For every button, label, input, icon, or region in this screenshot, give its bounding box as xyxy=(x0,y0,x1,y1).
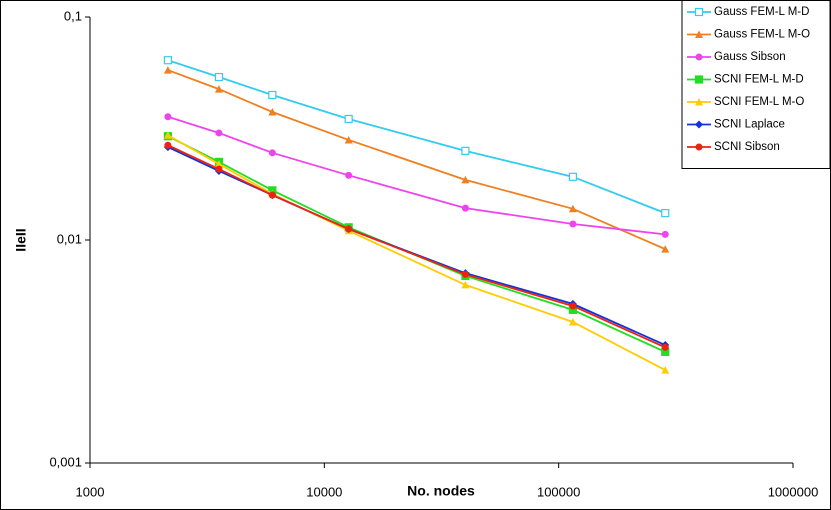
marker xyxy=(344,135,353,144)
legend-label: Gauss FEM-L M-D xyxy=(714,6,809,18)
marker xyxy=(695,143,703,151)
legend-label: SCNI Laplace xyxy=(714,119,785,131)
marker xyxy=(215,129,223,137)
marker xyxy=(695,53,703,61)
legend: Gauss FEM-L M-D Gauss FEM-L M-O Gauss Sibs… xyxy=(687,6,810,153)
y-axis-label: IIeII xyxy=(13,228,29,251)
marker xyxy=(569,220,577,228)
marker xyxy=(661,245,670,253)
marker xyxy=(461,146,470,155)
legend-label: Gauss FEM-L M-O xyxy=(714,29,810,41)
marker xyxy=(215,165,223,173)
marker xyxy=(694,7,704,17)
marker xyxy=(661,343,669,351)
marker xyxy=(268,90,277,100)
legend-label: Gauss Sibson xyxy=(714,51,786,63)
marker xyxy=(568,317,577,326)
marker xyxy=(345,171,353,179)
marker xyxy=(461,204,469,212)
legend-label: SCNI FEM-L M-O xyxy=(714,96,804,108)
marker xyxy=(461,280,470,289)
marker xyxy=(214,85,223,93)
marker xyxy=(695,120,703,129)
marker xyxy=(164,113,172,121)
marker xyxy=(695,30,703,38)
marker xyxy=(694,75,704,84)
legend-label: SCNI FEM-L M-D xyxy=(714,74,804,86)
legend-label: SCNI Sibson xyxy=(714,141,780,153)
marker xyxy=(164,141,172,149)
marker xyxy=(661,209,670,218)
x-tick-label: 1000000 xyxy=(768,484,819,499)
marker xyxy=(568,172,577,181)
marker xyxy=(268,191,276,199)
marker xyxy=(163,66,172,74)
marker xyxy=(163,131,172,139)
marker xyxy=(695,98,703,106)
marker xyxy=(461,270,469,278)
y-tick-label: 0,1 xyxy=(64,8,82,23)
x-axis-label: No. nodes xyxy=(407,483,475,499)
marker xyxy=(344,114,353,124)
x-tick-label: 10000 xyxy=(306,484,342,499)
x-tick-label: 100000 xyxy=(537,484,580,499)
marker xyxy=(461,175,470,184)
marker xyxy=(268,149,276,157)
x-tick-label: 1000 xyxy=(76,484,105,499)
y-tick-label: 0,001 xyxy=(49,454,82,469)
y-tick-label: 0,01 xyxy=(57,231,82,246)
marker xyxy=(661,366,670,374)
marker xyxy=(345,225,353,233)
marker xyxy=(661,230,669,238)
legend-box xyxy=(681,0,831,169)
marker xyxy=(214,72,224,82)
marker xyxy=(163,56,173,65)
marker xyxy=(568,204,577,213)
marker xyxy=(214,160,223,168)
marker xyxy=(268,107,277,116)
marker xyxy=(569,302,577,310)
